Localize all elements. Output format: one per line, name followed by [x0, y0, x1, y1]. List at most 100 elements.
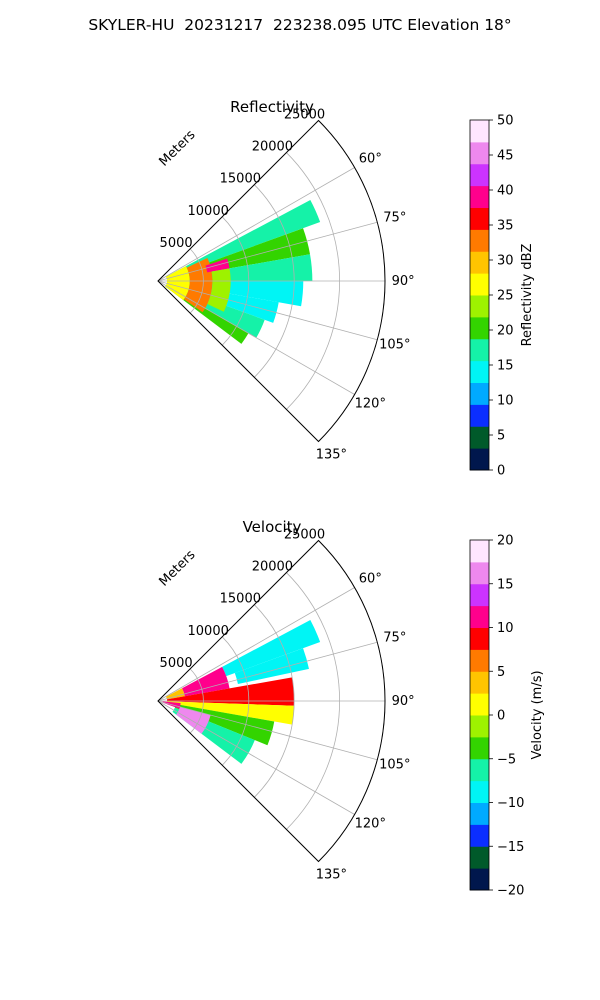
reflectivity-colorbar-swatch-9	[470, 251, 489, 274]
reflectivity-azimuth-tick-label-3: 105°	[379, 337, 410, 352]
reflectivity-title: Reflectivity	[230, 98, 314, 116]
reflectivity-colorbar-tick-label-5: 25	[497, 289, 514, 304]
reflectivity-echo-cell-8	[184, 257, 213, 313]
reflectivity-range-tick-label-3: 20000	[252, 140, 293, 155]
velocity-colorbar-swatch-7	[470, 715, 489, 738]
reflectivity-azimuth-gridline-0	[157, 167, 355, 282]
velocity-colorbar-swatch-4	[470, 780, 489, 803]
reflectivity-colorbar-tick-label-10: 50	[497, 114, 514, 129]
reflectivity-colorbar-swatch-0	[470, 448, 489, 471]
reflectivity-colorbar-tick-label-7: 35	[497, 219, 514, 234]
reflectivity-colorbar-tick-label-6: 30	[497, 254, 514, 269]
reflectivity-colorbar-tick-label-9: 45	[497, 149, 514, 164]
velocity-colorbar-swatch-5	[470, 758, 489, 782]
reflectivity-range-tick-label-2: 15000	[220, 172, 261, 187]
velocity-colorbar-swatch-2	[470, 824, 489, 847]
velocity-colorbar-swatch-6	[470, 736, 489, 760]
velocity-echo-cell-5	[166, 701, 295, 725]
velocity-echo-cell-2	[182, 666, 230, 697]
reflectivity-azimuth-tick-label-5: 135°	[316, 447, 347, 462]
reflectivity-panel: Reflectivity Meters Reflectivity dBZ 500…	[157, 98, 535, 479]
velocity-colorbar-swatch-12	[470, 605, 489, 628]
reflectivity-colorbar-swatch-8	[470, 273, 489, 296]
velocity-colorbar-swatch-9	[470, 671, 489, 694]
reflectivity-range-tick-label-4: 25000	[284, 107, 325, 122]
reflectivity-azimuth-gridline-3	[157, 280, 378, 341]
velocity-echo-cell-4	[166, 677, 295, 706]
velocity-panel: Velocity Meters Velocity (m/s) 5000 10000…	[157, 518, 545, 899]
velocity-colorbar-swatch-10	[470, 649, 489, 672]
velocity-colorbar-swatch-0	[470, 868, 489, 891]
reflectivity-azimuth-tick-label-4: 120°	[355, 397, 386, 412]
reflectivity-colorbar-tick-label-8: 40	[497, 184, 514, 199]
velocity-azimuth-gridline-4	[157, 700, 355, 815]
reflectivity-colorbar-swatch-2	[470, 404, 489, 427]
velocity-range-tick-label-1: 10000	[188, 624, 229, 639]
velocity-colorbar-tick-label-3: −5	[497, 752, 516, 767]
velocity-colorbar-swatch-15	[470, 540, 489, 563]
velocity-echo-cell-0	[222, 620, 321, 677]
reflectivity-azimuth-tick-label-0: 60°	[359, 151, 382, 166]
velocity-colorbar-tick-label-7: 15	[497, 577, 514, 592]
velocity-azimuth-tick-label-2: 90°	[392, 694, 415, 709]
reflectivity-colorbar-label: Reflectivity dBZ	[520, 244, 535, 347]
reflectivity-colorbar-swatch-13	[470, 163, 489, 187]
reflectivity-colorbar-tick-label-2: 10	[497, 394, 514, 409]
velocity-echo	[162, 620, 321, 764]
velocity-colorbar-tick-label-0: −20	[497, 884, 524, 899]
reflectivity-azimuth-tick-label-2: 90°	[392, 274, 415, 289]
reflectivity-colorbar-swatch-12	[470, 185, 489, 208]
velocity-azimuth-tick-label-1: 75°	[383, 631, 406, 646]
reflectivity-colorbar-tick-label-3: 15	[497, 359, 514, 374]
velocity-range-tick-label-4: 25000	[284, 527, 325, 542]
reflectivity-azimuth-tick-label-1: 75°	[383, 211, 406, 226]
velocity-sector-frame	[157, 539, 386, 863]
velocity-range-tick-label-0: 5000	[160, 656, 193, 671]
velocity-colorbar-tick-label-4: 0	[497, 709, 505, 724]
reflectivity-range-tick-label-1: 10000	[188, 204, 229, 219]
velocity-azimuth-gridline-1	[157, 641, 378, 702]
reflectivity-echo-cell-0	[166, 200, 321, 278]
velocity-colorbar-tick-label-8: 20	[497, 534, 514, 549]
velocity-range-tick-label-2: 15000	[220, 592, 261, 607]
velocity-colorbar-tick-label-2: −10	[497, 796, 524, 811]
reflectivity-azimuth-gridline-1	[157, 221, 378, 282]
reflectivity-echo	[165, 200, 321, 344]
velocity-colorbar-swatch-13	[470, 583, 489, 607]
velocity-range-label: Meters	[157, 547, 199, 589]
velocity-colorbar-tick-label-5: 5	[497, 665, 505, 680]
reflectivity-colorbar-swatch-15	[470, 120, 489, 143]
reflectivity-colorbar-swatch-3	[470, 382, 489, 405]
velocity-colorbar-label: Velocity (m/s)	[530, 670, 545, 759]
reflectivity-colorbar-swatch-11	[470, 207, 489, 230]
velocity-azimuth-tick-label-0: 60°	[359, 571, 382, 586]
velocity-colorbar-swatch-3	[470, 802, 489, 825]
velocity-colorbar: −20 −15 −10 −5 0 5 10 15 20	[469, 534, 524, 899]
reflectivity-colorbar-swatch-14	[470, 141, 489, 165]
velocity-azimuth-tick-label-3: 105°	[379, 757, 410, 772]
velocity-echo-cell-3	[166, 688, 185, 700]
reflectivity-azimuth-gridline-4	[157, 280, 355, 395]
reflectivity-range-tick-label-0: 5000	[160, 236, 193, 251]
reflectivity-colorbar-swatch-6	[470, 316, 489, 340]
velocity-colorbar-tick-label-1: −15	[497, 840, 524, 855]
velocity-azimuth-tick-label-4: 120°	[355, 817, 386, 832]
reflectivity-range-label: Meters	[157, 127, 199, 169]
reflectivity-colorbar-tick-label-4: 20	[497, 324, 514, 339]
velocity-colorbar-swatch-8	[470, 693, 489, 716]
velocity-colorbar-swatch-14	[470, 561, 489, 585]
velocity-colorbar-tick-label-6: 10	[497, 621, 514, 636]
reflectivity-echo-cell-10	[207, 268, 231, 312]
reflectivity-colorbar-tick-label-0: 0	[497, 464, 505, 479]
reflectivity-colorbar-swatch-5	[470, 338, 489, 362]
reflectivity-colorbar-swatch-1	[470, 426, 489, 449]
reflectivity-colorbar-swatch-7	[470, 295, 489, 318]
reflectivity-colorbar: 0 5 10 15 20 25 30 35 40 45 50	[469, 114, 514, 479]
velocity-title: Velocity	[243, 518, 302, 536]
velocity-colorbar-swatch-11	[470, 627, 489, 650]
reflectivity-sector-frame	[157, 119, 386, 443]
velocity-azimuth-gridline-3	[157, 700, 378, 761]
reflectivity-colorbar-swatch-10	[470, 229, 489, 252]
velocity-azimuth-gridline-0	[157, 587, 355, 702]
